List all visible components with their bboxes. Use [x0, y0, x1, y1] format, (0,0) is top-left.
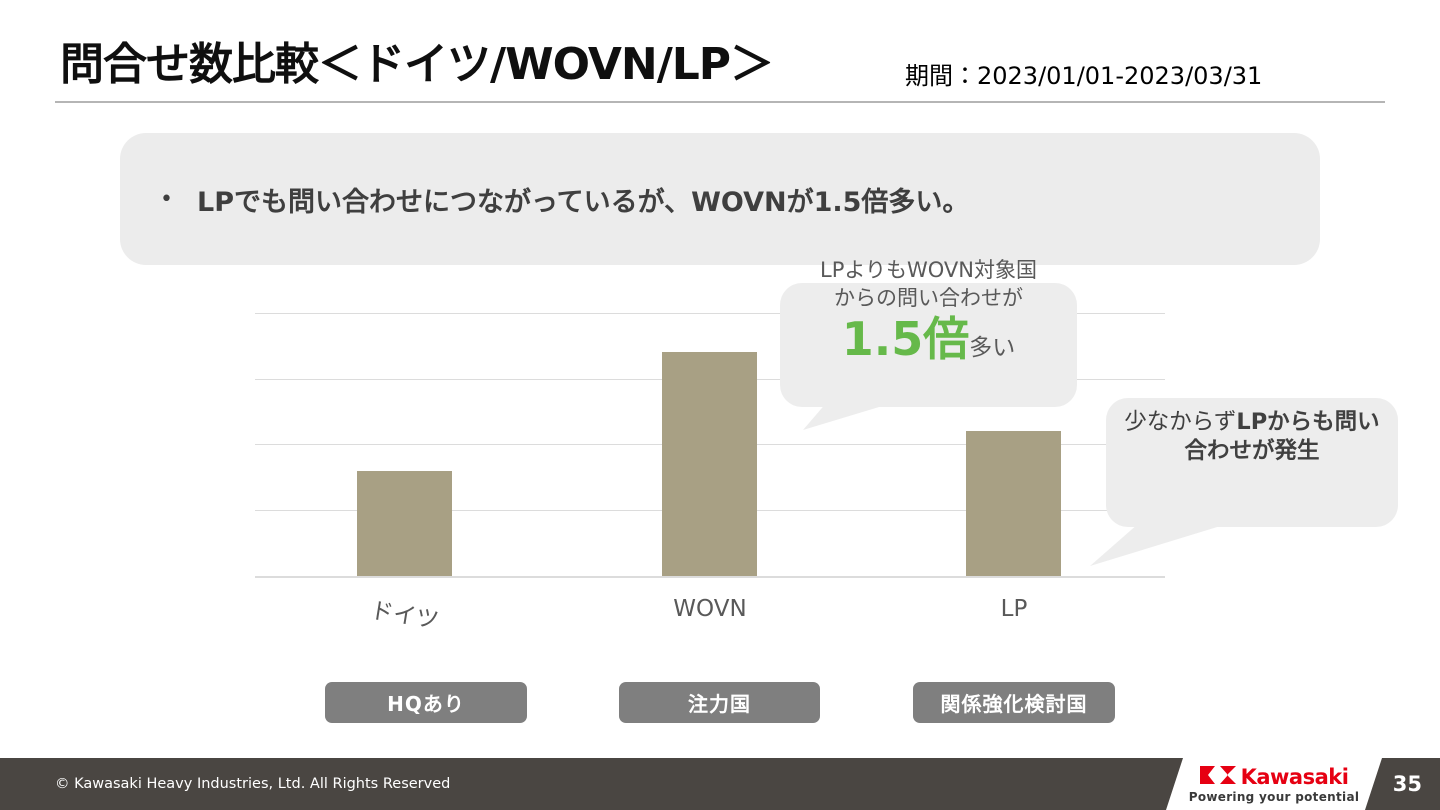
callout-wovn-highlight: 1.5倍: [841, 312, 970, 366]
kawasaki-rivermark-icon: [1200, 766, 1236, 788]
kawasaki-logo-panel: Kawasaki Powering your potential: [1166, 758, 1382, 810]
period-label: 期間：2023/01/01-2023/03/31: [905, 62, 1263, 90]
title-divider: [55, 101, 1385, 103]
bullet-marker: •: [160, 186, 173, 212]
gridline: [255, 313, 1165, 314]
page-number: 35: [1392, 772, 1422, 796]
page-title: 問合せ数比較＜ドイツ/WOVN/LP＞: [60, 39, 774, 90]
copyright-text: © Kawasaki Heavy Industries, Ltd. All Ri…: [55, 776, 451, 792]
badge-hq: HQあり: [325, 682, 527, 723]
x-label-lp: LP: [1000, 596, 1028, 622]
footer-bar: © Kawasaki Heavy Industries, Ltd. All Ri…: [0, 758, 1440, 810]
callout-lp-bold: LPからも問い合わせが発生: [1184, 409, 1380, 464]
bar-lp: [966, 431, 1061, 576]
callout-bubble-lp: 少なからずLPからも問い合わせが発生: [1106, 398, 1398, 527]
summary-box: • LPでも問い合わせにつながっているが、WOVNが1.5倍多い。: [120, 133, 1320, 265]
bar-chart: [255, 313, 1165, 578]
bar-germany: [357, 471, 452, 576]
summary-text: LPでも問い合わせにつながっているが、WOVNが1.5倍多い。: [196, 186, 970, 218]
callout-wovn-line2: からの問い合わせが: [834, 286, 1023, 310]
badge-relationship-country: 関係強化検討国: [913, 682, 1115, 723]
badge-focus-country: 注力国: [619, 682, 820, 723]
x-label-germany: ドイツ: [368, 597, 441, 635]
callout-wovn-suffix: 多い: [969, 335, 1016, 361]
callout-lp-prefix: 少なからず: [1124, 409, 1237, 435]
x-label-wovn: WOVN: [673, 596, 747, 622]
bar-wovn: [662, 352, 757, 576]
kawasaki-tagline: Powering your potential: [1188, 789, 1360, 804]
callout-wovn-line1: LPよりもWOVN対象国: [820, 258, 1037, 282]
callout-bubble-wovn: LPよりもWOVN対象国 からの問い合わせが 1.5倍 多い: [780, 258, 1077, 407]
kawasaki-logo-text: Kawasaki: [1240, 764, 1349, 789]
x-axis-baseline: [255, 576, 1165, 578]
